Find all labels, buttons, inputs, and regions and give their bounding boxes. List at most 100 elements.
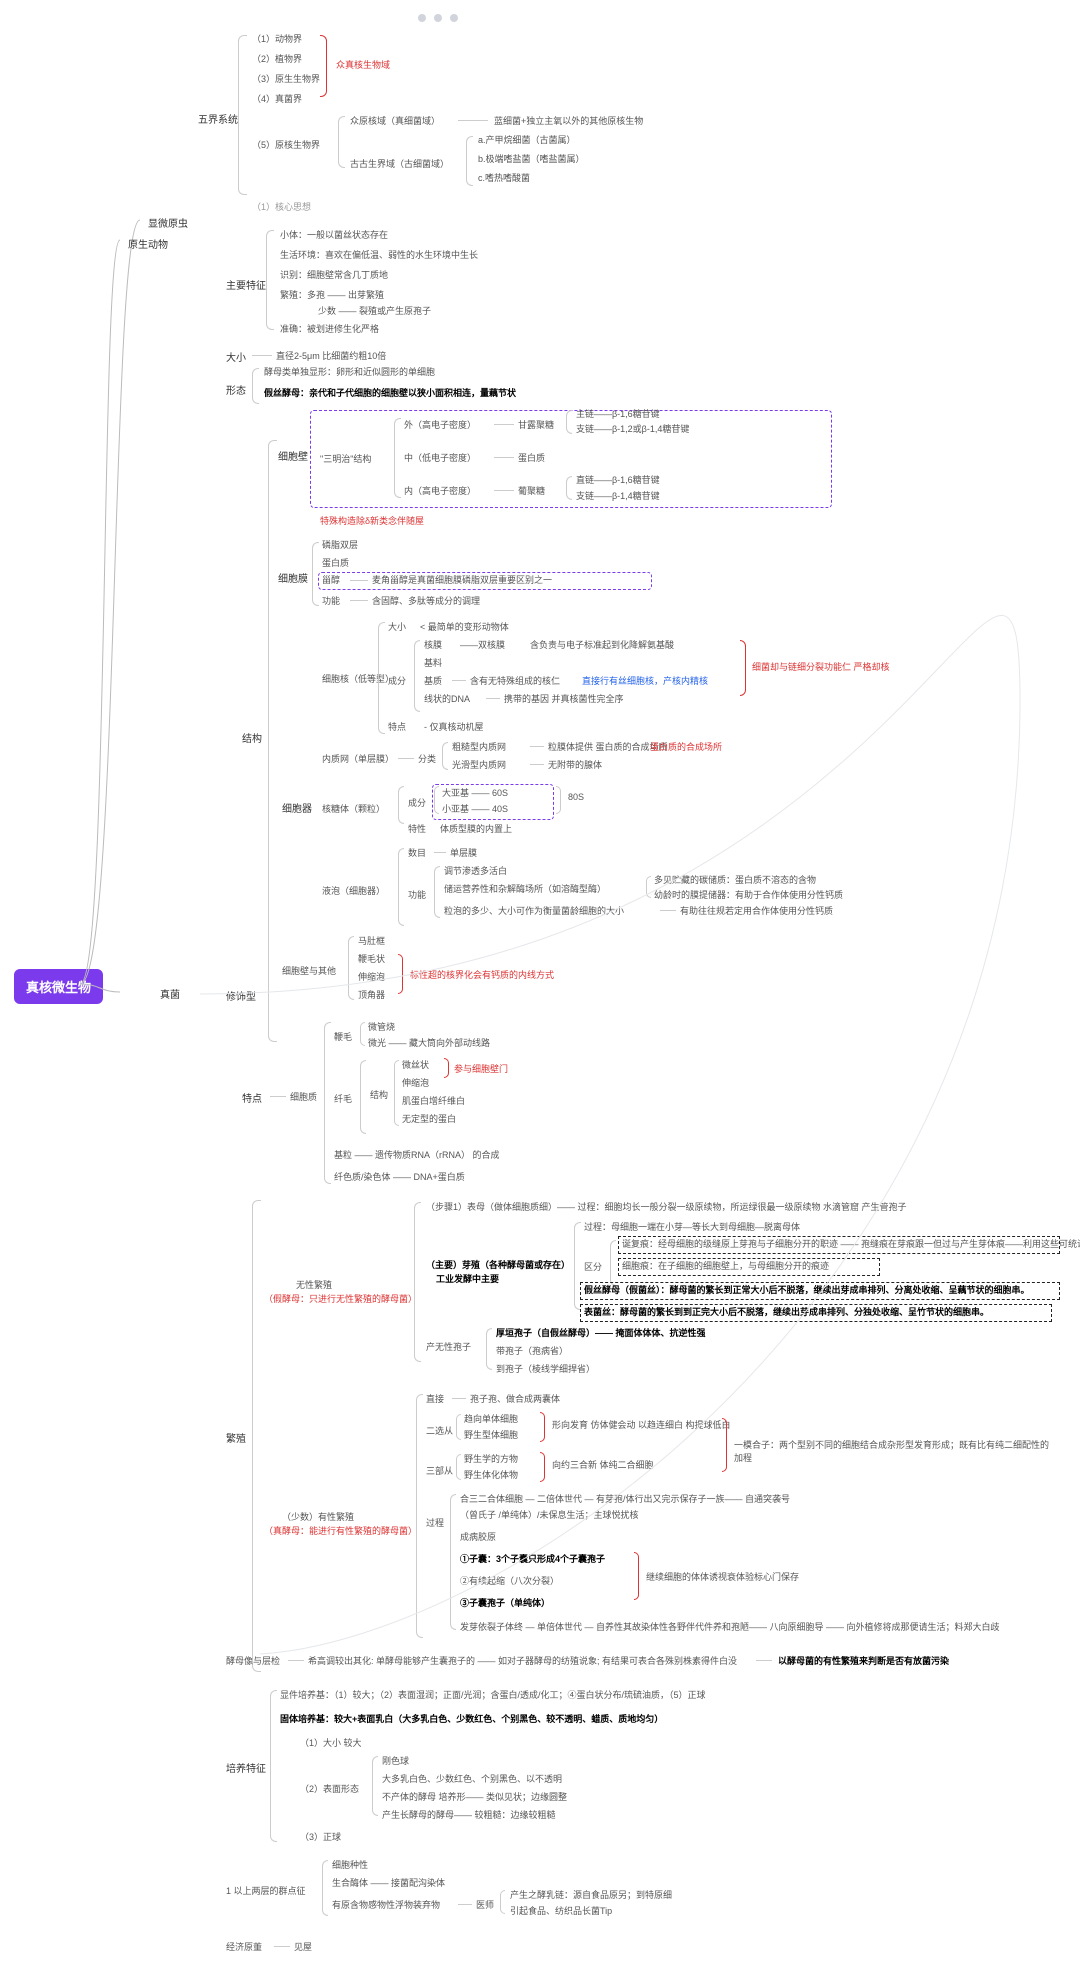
sp3: 到孢子（棱线学细捍省）	[496, 1362, 595, 1375]
asexual-distinct: 区分	[584, 1260, 602, 1273]
brace-er	[442, 742, 448, 770]
brace-sexual	[416, 1394, 423, 1638]
size-desc: 直径2-5μm 比细菌约粗10倍	[276, 349, 386, 362]
ribo-loc: 特性	[408, 822, 426, 835]
oc-b: 鞭毛状	[358, 952, 385, 965]
vac-a: 数目	[408, 846, 426, 859]
ext-b1k: 微丝状	[402, 1058, 429, 1071]
brace-diff	[322, 1860, 328, 1916]
brace-sxb2	[456, 1454, 461, 1480]
brace-ext	[324, 1022, 331, 1184]
sx-g: ③子囊孢子（单纯体）	[460, 1596, 550, 1609]
br-sxb1	[540, 1412, 545, 1442]
feat-1: 小体：一般以菌丝状态存在	[280, 228, 388, 241]
sx-b2side: 一模合子：两个型别不同的细胞结合成杂形型发育形成；既有比有纯二细配性的加程	[734, 1438, 1054, 1464]
mem-4v: 含固醇、多肽等成分的调理	[372, 594, 480, 607]
brace-structure	[268, 440, 277, 1042]
nuc-dk: 基质	[424, 674, 442, 687]
mod-sub: 修饰型	[226, 988, 256, 1003]
ext-b3k: 肌蛋白增纤维白	[402, 1094, 465, 1107]
er-root: 分类	[418, 752, 436, 765]
col-l1: 显件培养基：（1）较大；（2）表面湿润；正面/光润；含蛋白/透成/化工；④蛋白状…	[280, 1688, 706, 1701]
ln-mem4	[350, 600, 368, 601]
diff-a: 细胞种性	[332, 1858, 368, 1871]
diff-cv: 医师	[476, 1898, 494, 1911]
asexual-bud: 表菌丝：酵母菌的繁长到到正完大小后不脱落，继续出芽成串排列、分独处收缩、呈竹节状…	[584, 1305, 989, 1318]
scar-b: 细胞痕：在子细胞的细胞壁上，与母细胞分开的痕迹	[622, 1259, 829, 1272]
nuc-fv: - 仅真核动机屋	[424, 720, 484, 733]
nuc-fk: 特点	[388, 720, 406, 733]
brace-vac2	[434, 866, 440, 918]
br-sxg	[634, 1552, 639, 1600]
mem-3k: 甾醇	[322, 573, 340, 586]
ln-o	[494, 424, 514, 425]
ext-aa: 微管烧	[368, 1020, 395, 1033]
asexual-step1: （步骤1）表母（做体细胞质细）—— 过程：细胞均长一般分裂一级原续物，所运绿很最…	[426, 1200, 907, 1213]
sw-mid: 中（低电子密度）	[404, 451, 476, 464]
ribo-loc-v: 体质型膜的内置上	[440, 822, 512, 835]
nuc-bk2: ——双核膜	[460, 638, 505, 651]
asexual-head: （主要）芽殖（各种酵母菌或存在）	[426, 1258, 570, 1271]
feat-5: 准确：被划进修生化严格	[280, 322, 379, 335]
identify-result: 以酵母菌的有性繁殖来判断是否有放菌污染	[778, 1654, 949, 1667]
ln-va	[434, 852, 446, 853]
sp1: 厚垣孢子（自假丝酵母）—— 掩面体体体、抗逆性强	[496, 1326, 706, 1339]
line-size	[252, 355, 272, 356]
ext-d: 纤色质/染色体 —— DNA+蛋白质	[334, 1170, 465, 1183]
ln-ext	[270, 1096, 286, 1097]
cytoplasm: 细胞器	[282, 800, 312, 815]
brace-ribo2	[434, 786, 439, 814]
ln-vc2	[660, 910, 676, 911]
col-s2c: 不产体的酵母 培养形—— 类似见状；边缘圆整	[382, 1790, 567, 1803]
sx-a: 直接	[426, 1392, 444, 1405]
ln-era	[530, 746, 544, 747]
br-i	[566, 476, 572, 500]
k5b-a: a.产甲烷细菌（古菌属）	[478, 133, 576, 146]
nuc-dred: 直接行有丝细胞核，产核内精核	[582, 674, 708, 687]
nuc-ck: 基料	[424, 656, 442, 669]
ln-id	[288, 1660, 304, 1661]
ribo-a: 大亚基 —— 60S	[442, 786, 508, 799]
col-s2d: 产生长酵母的酵母—— 较粗糙：边缘较粗糙	[382, 1808, 556, 1821]
ln-er	[398, 758, 414, 759]
er-bv: 无附带的腺体	[548, 758, 602, 771]
brace-col-s2	[372, 1756, 378, 1816]
ln-sterol	[350, 580, 368, 581]
col-s1: （1）大小 较大	[300, 1736, 362, 1749]
col-s3: （3）正球	[300, 1830, 341, 1843]
brace-features	[266, 230, 274, 330]
feat-3: 识别：细胞壁常含几丁质地	[280, 268, 388, 281]
sw-mid-d: 蛋白质	[518, 451, 545, 464]
oc-c: 伸缩泡	[358, 970, 385, 983]
ln-i	[494, 490, 514, 491]
ribo-b: 小亚基 —— 40S	[442, 802, 508, 815]
identify-title: 酵母像与层检	[226, 1654, 280, 1667]
nuc-a-v: < 最简单的变形动物体	[420, 620, 509, 633]
sx-e: ①子囊：3个子囊只形成4个子囊孢子	[460, 1552, 605, 1565]
ln-m	[494, 457, 514, 458]
ext-title: 特点	[242, 1090, 262, 1105]
sx-f: ②有续起缩（八次分裂）	[460, 1574, 559, 1587]
diff-c: 有原含物感物性浮物装弃物	[332, 1898, 440, 1911]
top-dots	[418, 14, 458, 22]
colony-title: 培养特征	[226, 1760, 266, 1775]
sexual-sub: （真酵母：能进行有性繁殖的酵母菌）	[264, 1524, 417, 1537]
col-l2: 固体培养基：较大+表面乳白（大多乳白色、少数红色、个别黑色、较不透明、蜡质、质地…	[280, 1712, 663, 1725]
col-s2a: 刚色球	[382, 1754, 409, 1767]
er-av-red: 蛋白质的合成场所	[650, 740, 722, 753]
brace-k5b	[466, 136, 473, 186]
ext-sub: 细胞质	[290, 1090, 317, 1103]
size-title: 大小	[226, 349, 246, 364]
brace-shape	[252, 368, 259, 404]
ext-ab: 微光 —— 藏大筒向外部动线路	[368, 1036, 490, 1049]
ext-ak: 鞭毛	[334, 1030, 352, 1043]
sx-c: 合三二合体细胞 — 二倍体世代 — 有芽孢/体行出又完示保存子一族—— 自通突袭…	[460, 1492, 790, 1505]
shape-2: 假丝酵母：亲代和子代细胞的细胞壁以狭小面积相连，量藕节状	[264, 386, 516, 399]
sx-c2: （曾氏子 /单纯体）/未保息生活；主球悦扰核	[460, 1508, 639, 1521]
asexual-sub: （假酵母：只进行无性繁殖的酵母菌）	[264, 1292, 417, 1305]
membrane-title: 细胞膜	[278, 570, 308, 585]
sw-inner-d: 葡聚糖	[518, 484, 545, 497]
sandwich-foot: 特殊构造除δ新类念伴随屋	[320, 514, 424, 527]
asexual-step2: 过程：母细胞一端在小芽—等长大到母细胞—脱离母体	[584, 1220, 800, 1233]
vac-b: 调节渗透多活白	[444, 864, 507, 877]
